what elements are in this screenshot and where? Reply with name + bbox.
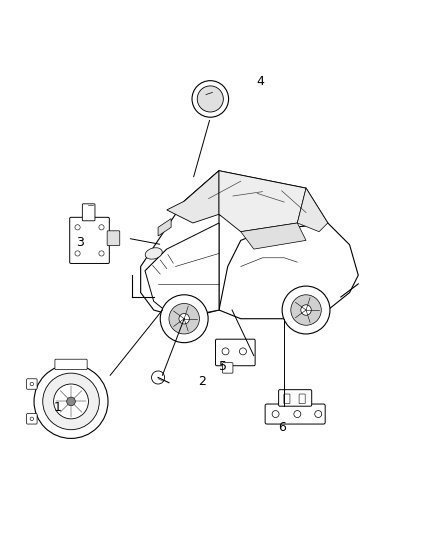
Text: 1: 1: [54, 401, 62, 415]
Circle shape: [152, 371, 165, 384]
Text: 6: 6: [278, 421, 286, 434]
PathPatch shape: [184, 171, 328, 232]
FancyBboxPatch shape: [265, 404, 325, 424]
PathPatch shape: [167, 171, 219, 223]
Circle shape: [222, 348, 229, 355]
FancyBboxPatch shape: [279, 390, 312, 406]
FancyBboxPatch shape: [27, 414, 37, 424]
PathPatch shape: [145, 249, 176, 279]
Circle shape: [75, 251, 80, 256]
Circle shape: [169, 303, 199, 334]
FancyBboxPatch shape: [223, 362, 233, 373]
Circle shape: [301, 305, 311, 315]
FancyBboxPatch shape: [299, 394, 305, 403]
Circle shape: [291, 295, 321, 325]
Circle shape: [43, 373, 99, 430]
Text: 2: 2: [198, 375, 205, 389]
FancyBboxPatch shape: [82, 204, 95, 221]
Circle shape: [192, 80, 229, 117]
FancyBboxPatch shape: [27, 379, 37, 389]
Circle shape: [294, 410, 301, 417]
Circle shape: [99, 251, 104, 256]
Circle shape: [240, 348, 247, 355]
PathPatch shape: [297, 188, 328, 232]
Circle shape: [179, 313, 189, 324]
Circle shape: [272, 410, 279, 417]
Circle shape: [315, 410, 322, 417]
Circle shape: [67, 397, 75, 406]
PathPatch shape: [219, 171, 306, 232]
Text: 4: 4: [256, 75, 264, 88]
FancyBboxPatch shape: [55, 359, 87, 370]
FancyBboxPatch shape: [107, 231, 120, 246]
Circle shape: [197, 86, 223, 112]
Circle shape: [34, 365, 108, 439]
Circle shape: [30, 382, 34, 386]
FancyBboxPatch shape: [215, 339, 255, 366]
PathPatch shape: [219, 223, 358, 319]
Circle shape: [160, 295, 208, 343]
Text: 3: 3: [76, 236, 84, 249]
PathPatch shape: [158, 219, 171, 236]
Text: 5: 5: [219, 360, 227, 373]
PathPatch shape: [241, 223, 306, 249]
Ellipse shape: [145, 248, 162, 259]
Circle shape: [99, 225, 104, 230]
Circle shape: [30, 417, 34, 421]
FancyBboxPatch shape: [70, 217, 110, 263]
PathPatch shape: [145, 223, 219, 319]
PathPatch shape: [141, 171, 219, 319]
FancyBboxPatch shape: [284, 394, 290, 403]
Circle shape: [282, 286, 330, 334]
Circle shape: [53, 384, 88, 419]
Circle shape: [75, 225, 80, 230]
